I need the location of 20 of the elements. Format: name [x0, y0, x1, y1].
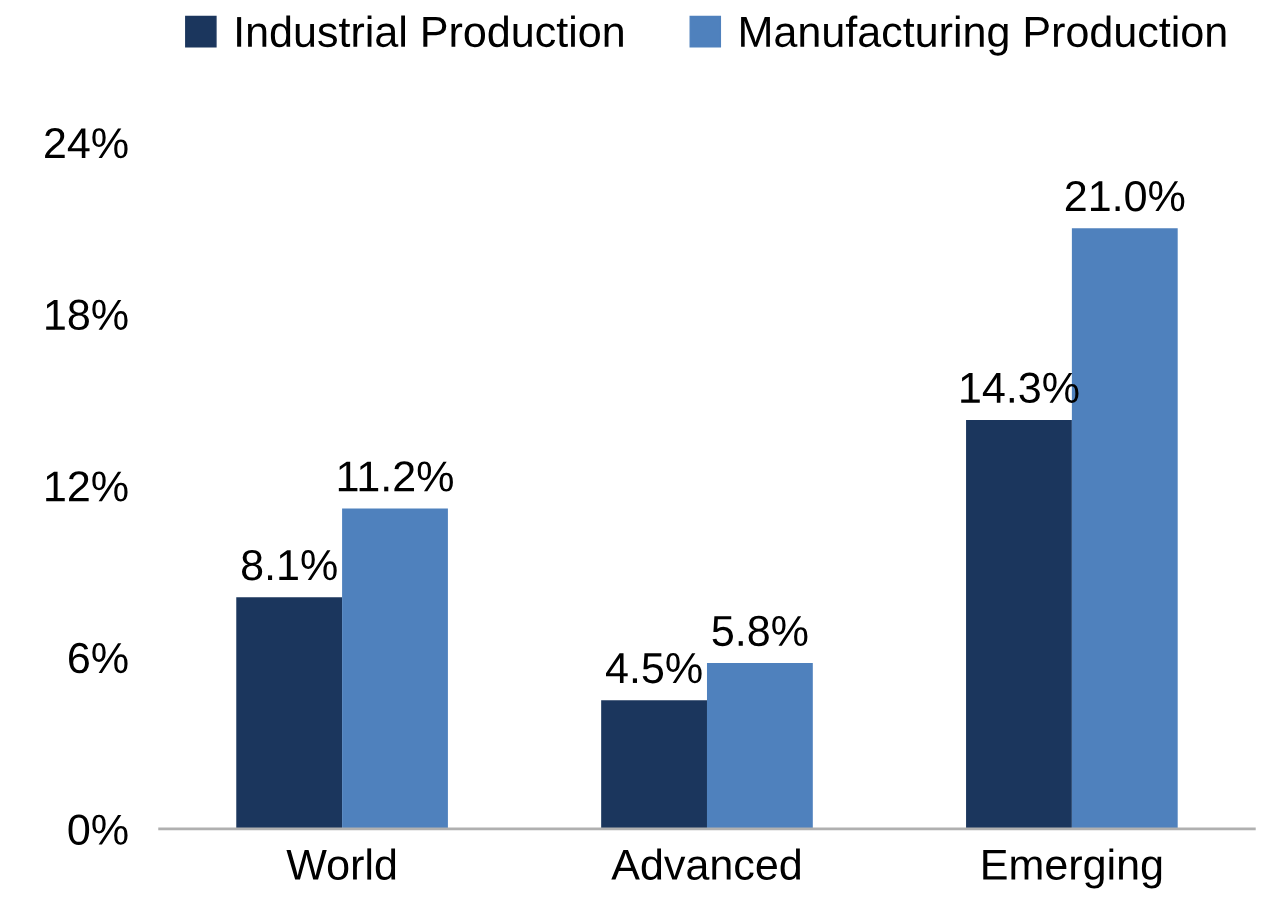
data-label: 11.2% [338, 461, 453, 492]
y-tick-label: 0% [68, 814, 128, 845]
x-tick-label: World [286, 848, 396, 881]
x-tick-label: Advanced [611, 848, 800, 881]
bar [342, 508, 448, 829]
bar [236, 597, 343, 829]
bar [601, 700, 707, 829]
y-tick-label: 18% [46, 299, 128, 331]
y-tick-label: 6% [69, 642, 128, 674]
data-label: 4.5% [606, 653, 702, 684]
bar [706, 663, 813, 829]
data-label: 8.1% [241, 549, 337, 581]
legend-label: Manufacturing Production [741, 15, 1226, 56]
y-tick-label: 24% [45, 127, 128, 159]
data-label: 5.8% [712, 615, 808, 647]
data-label: 21.0% [1065, 180, 1185, 212]
y-tick-label: 12% [46, 471, 128, 502]
bar [966, 419, 1072, 829]
x-tick-label: Emerging [983, 848, 1162, 889]
legend-label: Industrial Production [237, 15, 623, 48]
